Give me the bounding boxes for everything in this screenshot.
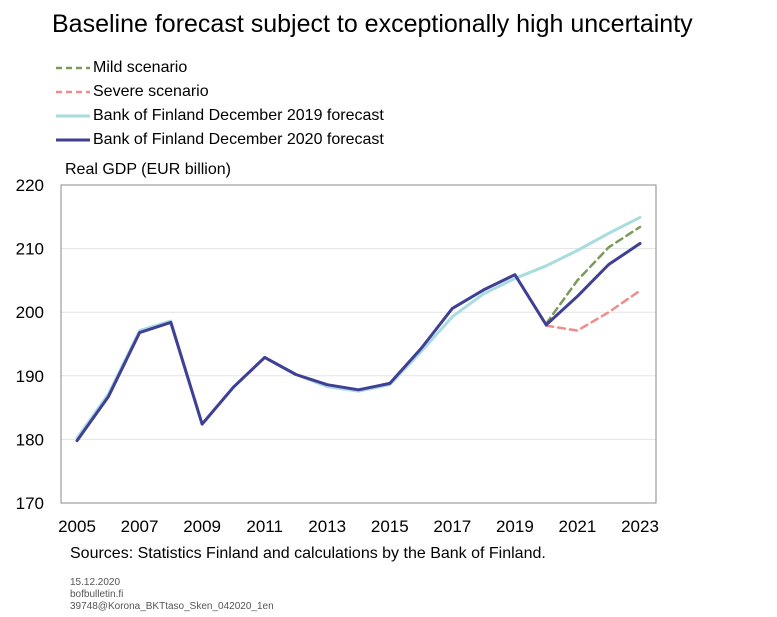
legend-item-severe: Severe scenario: [55, 80, 384, 104]
x-tick-label-2007: 2007: [121, 517, 159, 536]
series-line-mild-scenario: [544, 225, 642, 325]
footer-site: bofbulletin.fi: [70, 589, 124, 600]
y-tick-label-200: 200: [16, 303, 44, 322]
legend-label-2020: Bank of Finland December 2020 forecast: [93, 131, 384, 148]
series-line-forecast-2019: [75, 215, 642, 440]
x-tick-label-2011: 2011: [246, 517, 283, 536]
legend-swatch-2020: [55, 135, 91, 145]
legend-item-2020: Bank of Finland December 2020 forecast: [55, 128, 384, 152]
x-tick-label-2015: 2015: [371, 517, 409, 536]
legend-swatch-2019: [55, 111, 91, 121]
x-tick-label-2023: 2023: [621, 517, 659, 536]
footer-file-id: 39748@Korona_BKTtaso_Sken_042020_1en: [70, 601, 274, 612]
x-tick-label-2019: 2019: [496, 517, 534, 536]
source-note: Sources: Statistics Finland and calculat…: [70, 545, 546, 562]
footer: 15.12.2020 bofbulletin.fi 39748@Korona_B…: [70, 577, 274, 613]
x-tick-label-2021: 2021: [559, 517, 597, 536]
series-line-forecast-2020: [75, 242, 642, 443]
x-tick-label-2009: 2009: [183, 517, 221, 536]
y-tick-label-220: 220: [16, 176, 44, 195]
x-tick-label-2013: 2013: [308, 517, 346, 536]
y-tick-label-210: 210: [16, 240, 44, 259]
legend: Mild scenario Severe scenario Bank of Fi…: [55, 56, 384, 152]
y-tick-label-180: 180: [16, 430, 44, 449]
legend-swatch-mild: [55, 63, 91, 73]
y-axis-label: Real GDP (EUR billion): [65, 161, 231, 178]
legend-swatch-severe: [55, 87, 91, 97]
y-tick-label-190: 190: [16, 367, 44, 386]
footer-date: 15.12.2020: [70, 577, 121, 588]
legend-item-mild: Mild scenario: [55, 56, 384, 80]
chart-title: Baseline forecast subject to exceptional…: [52, 10, 693, 38]
legend-label-severe: Severe scenario: [93, 83, 209, 100]
line-chart: 170 180 190 200 210 220 2005 2007 2009 2011 2013 20…: [16, 176, 659, 536]
plot-frame: [60, 184, 657, 504]
legend-label-2019: Bank of Finland December 2019 forecast: [93, 107, 384, 124]
y-tick-label-170: 170: [16, 494, 44, 513]
legend-item-2019: Bank of Finland December 2019 forecast: [55, 104, 384, 128]
series-line-severe-scenario: [544, 289, 642, 332]
legend-label-mild: Mild scenario: [93, 59, 188, 76]
x-tick-label-2005: 2005: [58, 517, 96, 536]
x-tick-label-2017: 2017: [433, 517, 471, 536]
